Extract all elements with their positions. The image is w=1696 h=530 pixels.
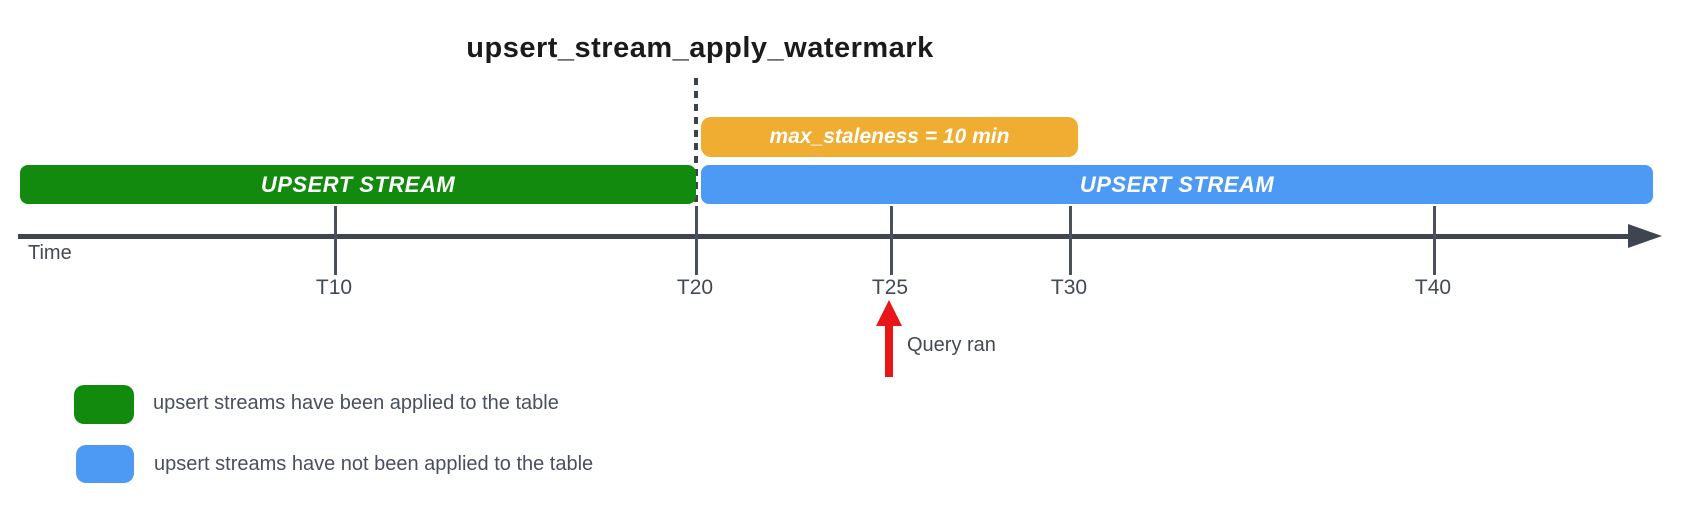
tick-t25: [890, 206, 893, 275]
time-axis-line: [18, 234, 1636, 239]
tick-t40: [1433, 206, 1436, 275]
tick-label-t30: T30: [1050, 276, 1088, 299]
tick-label-t20: T20: [676, 276, 714, 299]
watermark-dashed-line: [694, 78, 698, 208]
max-staleness-bar: max_staleness = 10 min: [701, 117, 1078, 157]
upsert-stream-not-applied-bar: UPSERT STREAM: [701, 165, 1653, 204]
tick-t10: [334, 206, 337, 275]
legend-label-not-applied: upsert streams have not been applied to …: [154, 453, 594, 475]
query-ran-arrow-icon: [876, 300, 902, 326]
time-axis-arrowhead-icon: [1628, 224, 1662, 248]
tick-label-t25: T25: [871, 276, 909, 299]
legend-swatch-not-applied: [76, 445, 134, 483]
tick-label-t10: T10: [315, 276, 353, 299]
tick-label-t40: T40: [1414, 276, 1452, 299]
legend-label-applied: upsert streams have been applied to the …: [153, 392, 559, 414]
upsert-stream-applied-bar: UPSERT STREAM: [20, 165, 696, 204]
query-ran-label: Query ran: [907, 334, 996, 356]
tick-t30: [1069, 206, 1072, 275]
query-ran-arrow-shaft: [885, 324, 893, 377]
max-staleness-bar-label: max_staleness = 10 min: [769, 125, 1010, 148]
tick-t20: [695, 206, 698, 275]
legend-swatch-applied: [74, 385, 134, 424]
time-axis-label: Time: [28, 242, 72, 264]
upsert-stream-not-applied-bar-label: UPSERT STREAM: [1079, 171, 1275, 197]
diagram-title: upsert_stream_apply_watermark: [466, 32, 934, 64]
upsert-stream-applied-bar-label: UPSERT STREAM: [260, 171, 456, 197]
